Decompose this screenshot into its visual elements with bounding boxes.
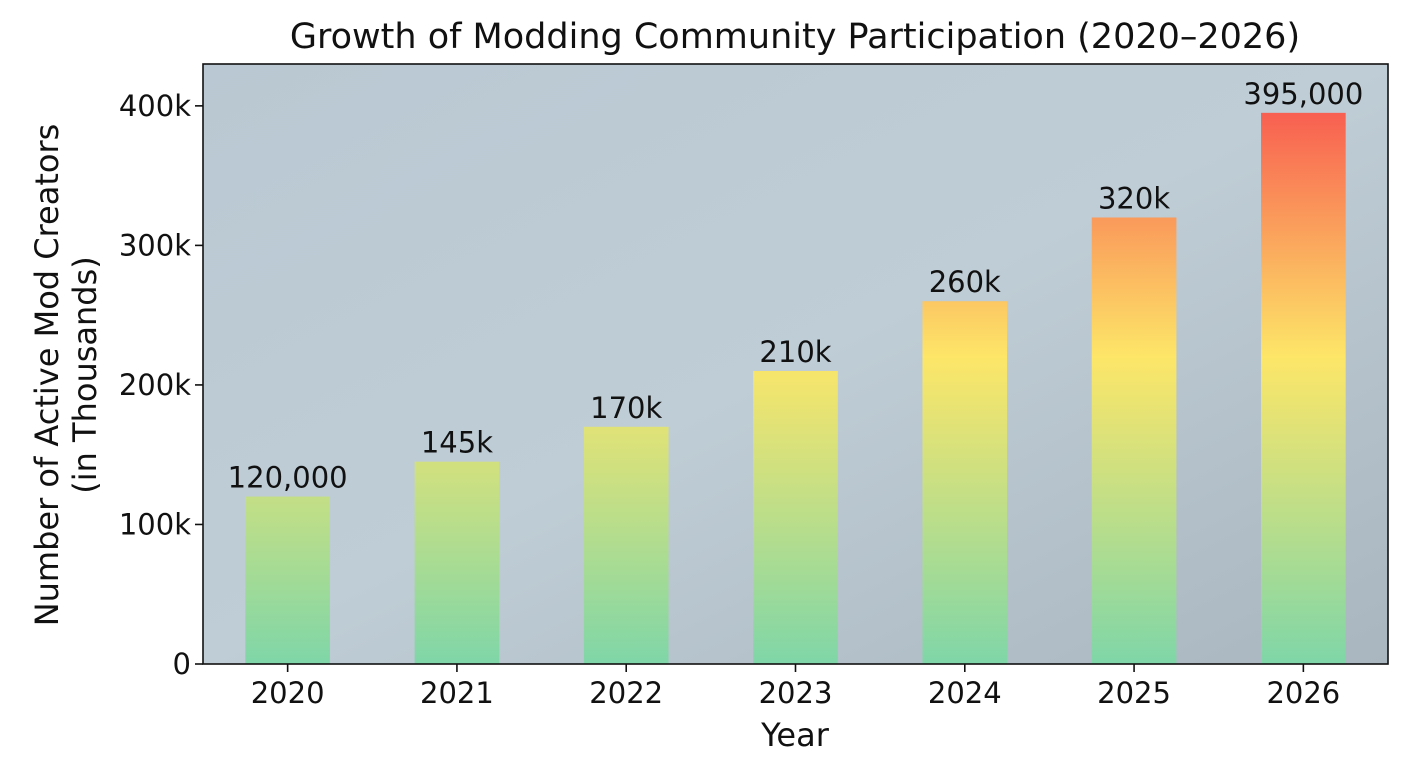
x-tick-label: 2025 [1097,676,1171,710]
bar-2021 [414,461,500,664]
data-label-2026: 395,000 [1243,77,1363,111]
y-tick-label: 200k [119,368,191,402]
y-tick-label: 100k [119,507,191,541]
x-tick-label: 2024 [928,676,1002,710]
y-axis-label-line2: (in Thousands) [66,256,104,494]
y-tick-label: 400k [119,89,191,123]
data-label-2023: 210k [759,335,831,369]
x-tick-label: 2022 [589,676,663,710]
bar-2024 [922,301,1008,664]
x-tick-label: 2020 [251,676,325,710]
x-tick-label: 2021 [420,676,494,710]
x-axis-label: Year [760,716,830,754]
bar-2025 [1091,217,1177,664]
data-label-2020: 120,000 [228,461,348,495]
bar-2026 [1261,112,1346,664]
bar-2023 [753,370,838,664]
y-axis-label-line1: Number of Active Mod Creators [28,124,66,627]
data-label-2022: 170k [590,391,662,425]
x-tick-label: 2023 [759,676,833,710]
bar-2022 [583,426,669,664]
y-tick-label: 300k [119,228,191,262]
data-label-2021: 145k [421,426,493,460]
x-tick-label: 2026 [1266,676,1340,710]
data-label-2025: 320k [1098,181,1170,215]
data-label-2024: 260k [929,265,1001,299]
bar-2020 [245,496,330,664]
y-tick-label: 0 [173,647,191,681]
chart-title: Growth of Modding Community Participatio… [290,17,1300,57]
